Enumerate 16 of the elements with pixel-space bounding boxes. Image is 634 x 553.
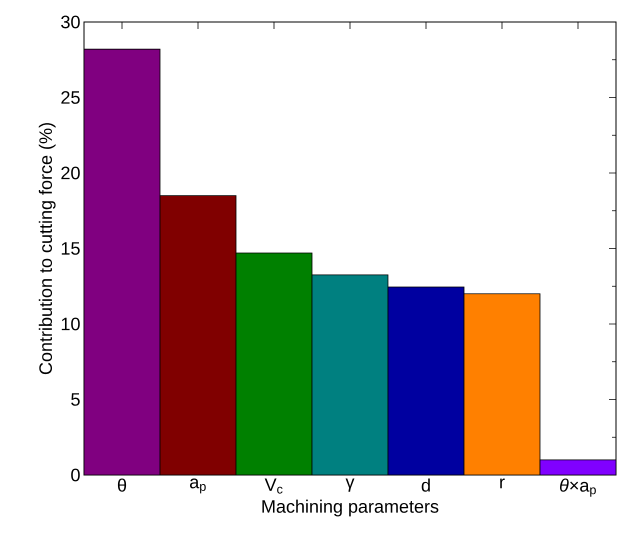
x-tick-label: r: [500, 478, 505, 488]
x-axis-title: Machining parameters: [262, 500, 438, 516]
x-tick-label: θ: [118, 478, 126, 492]
y-tick-label: 5: [71, 393, 80, 406]
y-tick-label: 15: [62, 242, 80, 255]
x-tick-label: a$_{p}$: [190, 478, 206, 494]
x-tick-label: θ×a$_{p}$: [560, 478, 596, 497]
y-axis-title: Contribution to cutting force (%): [38, 123, 56, 374]
x-tick-label: d: [422, 478, 430, 492]
y-tick-label: 20: [61, 166, 80, 180]
x-tick-label: V$_{c}$: [264, 478, 283, 494]
x-tick-label: γ: [346, 478, 354, 492]
y-tick-label: 10: [62, 318, 80, 330]
y-tick-label: 30: [61, 16, 80, 28]
y-tick-label: 0: [71, 468, 80, 482]
y-tick-label: 25: [61, 91, 80, 104]
